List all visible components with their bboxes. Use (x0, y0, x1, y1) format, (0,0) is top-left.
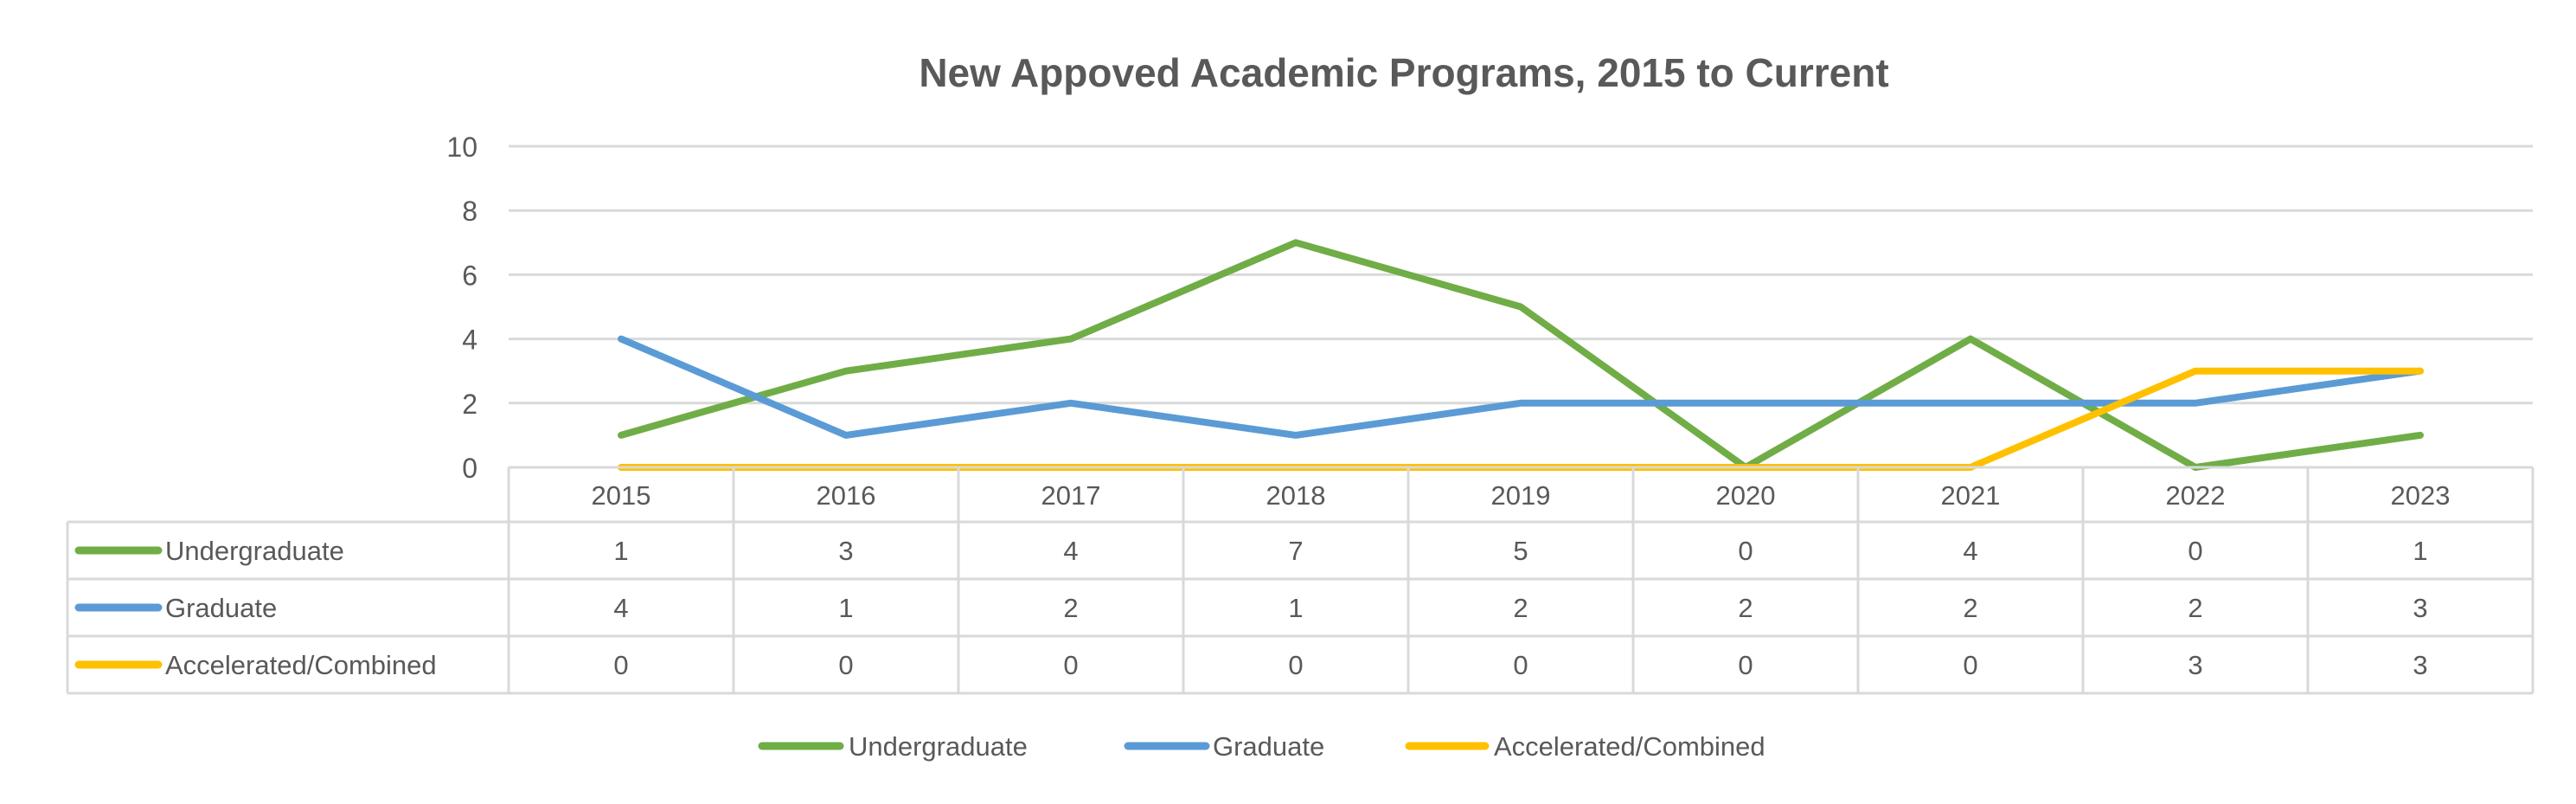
table-cell: 4 (613, 593, 628, 623)
table-cell: 3 (2413, 650, 2427, 680)
x-tick-label: 2015 (592, 480, 651, 511)
table-cell: 1 (2413, 536, 2427, 566)
series-line-undergraduate (618, 239, 2424, 471)
x-tick-label: 2020 (1716, 480, 1776, 511)
x-tick-label: 2019 (1491, 480, 1551, 511)
table-cell: 0 (838, 650, 853, 680)
x-tick-label: 2016 (817, 480, 876, 511)
table-cell: 0 (2188, 536, 2202, 566)
x-tick-label: 2023 (2391, 480, 2451, 511)
table-cell: 7 (1288, 536, 1303, 566)
table-cell: 2 (1738, 593, 1753, 623)
y-tick-label: 8 (462, 196, 477, 227)
table-cell: 0 (1288, 650, 1303, 680)
table-cell: 4 (1963, 536, 1977, 566)
table-cell: 2 (1963, 593, 1977, 623)
table-series-label: Graduate (165, 593, 277, 623)
table-cell: 0 (613, 650, 628, 680)
table-cell: 3 (838, 536, 853, 566)
y-tick-label: 2 (462, 389, 477, 420)
table-cell: 3 (2188, 650, 2202, 680)
table-cell: 3 (2413, 593, 2427, 623)
y-tick-label: 0 (462, 453, 477, 484)
x-tick-label: 2022 (2166, 480, 2226, 511)
x-tick-label: 2018 (1266, 480, 1326, 511)
y-tick-label: 6 (462, 260, 477, 291)
legend-label: Undergraduate (849, 731, 1028, 762)
table-cell: 5 (1513, 536, 1528, 566)
table-cell: 4 (1063, 536, 1078, 566)
y-tick-label: 4 (462, 325, 477, 356)
table-series-label: Accelerated/Combined (165, 650, 437, 680)
table-cell: 1 (838, 593, 853, 623)
table-series-label: Undergraduate (165, 536, 344, 566)
legend-label: Accelerated/Combined (1494, 731, 1765, 762)
table-cell: 0 (1063, 650, 1078, 680)
table-cell: 0 (1513, 650, 1528, 680)
table-cell: 0 (1963, 650, 1977, 680)
table-cell: 1 (1288, 593, 1303, 623)
series-line-accelerated-combined (618, 367, 2424, 471)
table-cell: 2 (1513, 593, 1528, 623)
y-tick-label: 10 (446, 132, 477, 163)
table-cell: 2 (2188, 593, 2202, 623)
x-tick-label: 2017 (1041, 480, 1101, 511)
table-cell: 0 (1738, 650, 1753, 680)
table-cell: 2 (1063, 593, 1078, 623)
table-cell: 0 (1738, 536, 1753, 566)
legend-label: Graduate (1213, 731, 1324, 762)
chart-title: New Appoved Academic Programs, 2015 to C… (919, 50, 1888, 95)
x-tick-label: 2021 (1941, 480, 2001, 511)
table-cell: 1 (613, 536, 628, 566)
